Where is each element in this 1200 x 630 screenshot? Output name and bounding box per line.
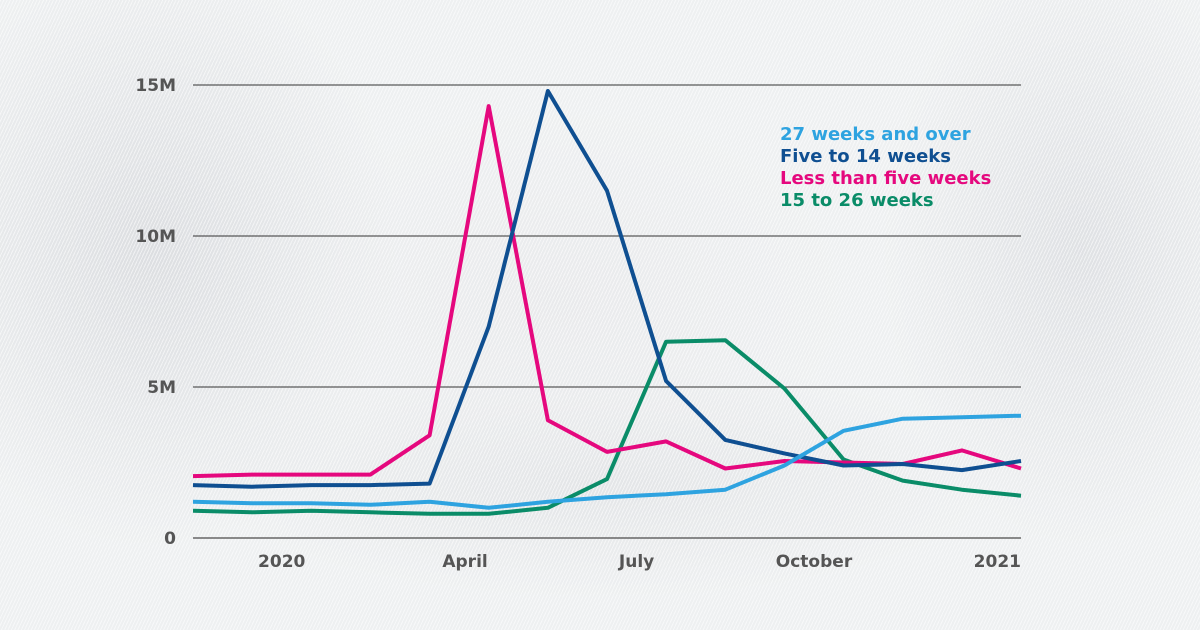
x-tick-label: October — [776, 552, 853, 572]
x-tick-label: July — [618, 552, 654, 572]
legend-entry: Five to 14 weeks — [780, 146, 951, 167]
x-tick-label: 2020 — [258, 552, 305, 572]
y-tick-label: 5M — [147, 378, 176, 398]
series-line-1 — [192, 89, 1022, 489]
series-line-0 — [192, 413, 1022, 510]
y-tick-label: 15M — [135, 76, 176, 96]
legend-entry: 27 weeks and over — [780, 124, 971, 145]
x-tick-label: 2021 — [974, 552, 1021, 572]
y-tick-label: 0 — [164, 529, 176, 549]
series-line-3 — [192, 338, 1022, 516]
legend-entry: 15 to 26 weeks — [780, 190, 934, 211]
y-tick-label: 10M — [135, 227, 176, 247]
x-tick-label: April — [442, 552, 487, 572]
legend-entry: Less than five weeks — [780, 168, 991, 189]
